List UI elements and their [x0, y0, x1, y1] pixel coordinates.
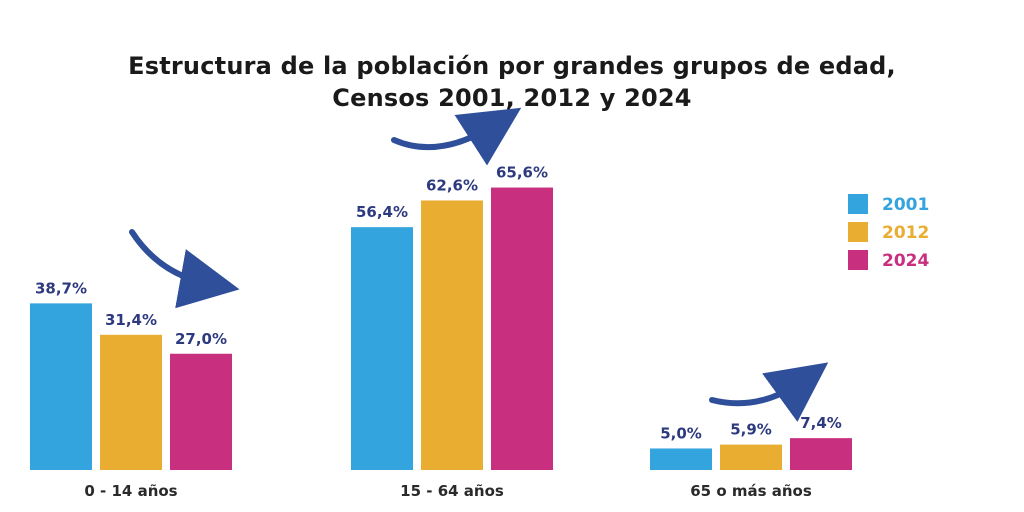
bar-2012-1	[421, 200, 483, 470]
chart-title: Estructura de la población por grandes g…	[128, 52, 896, 80]
data-label-2012-0: 31,4%	[105, 311, 157, 329]
legend-label-2024: 2024	[882, 251, 929, 271]
trend-arrow-up-1	[391, 107, 522, 166]
data-label-2024-0: 27,0%	[175, 330, 227, 348]
legend-swatch-2001	[848, 194, 868, 214]
legend-swatch-2024	[848, 250, 868, 270]
legend-swatch-2012	[848, 222, 868, 242]
bar-2012-2	[720, 444, 782, 470]
category-label-0: 0 - 14 años	[84, 482, 177, 500]
legend-label-2012: 2012	[882, 223, 929, 243]
category-label-2: 65 o más años	[690, 482, 812, 500]
bar-2001-2	[650, 448, 712, 470]
bar-2024-1	[491, 187, 553, 471]
trend-arrow-down-0	[129, 229, 240, 309]
bar-2001-1	[351, 227, 413, 470]
trend-arrow-up-2	[709, 362, 829, 422]
bar-2024-0	[170, 353, 232, 470]
data-label-2024-2: 7,4%	[800, 414, 842, 432]
data-label-2001-0: 38,7%	[35, 279, 87, 297]
data-label-2012-1: 62,6%	[426, 176, 478, 194]
legend-label-2001: 2001	[882, 195, 929, 215]
bar-2024-2	[790, 438, 852, 470]
data-label-2024-1: 65,6%	[496, 164, 548, 182]
bar-2012-0	[100, 334, 162, 470]
data-label-2001-2: 5,0%	[660, 424, 702, 442]
data-label-2001-1: 56,4%	[356, 203, 408, 221]
category-label-1: 15 - 64 años	[400, 482, 504, 500]
bar-2001-0	[30, 303, 92, 470]
data-label-2012-2: 5,9%	[730, 421, 772, 439]
chart-subtitle: Censos 2001, 2012 y 2024	[332, 84, 692, 112]
